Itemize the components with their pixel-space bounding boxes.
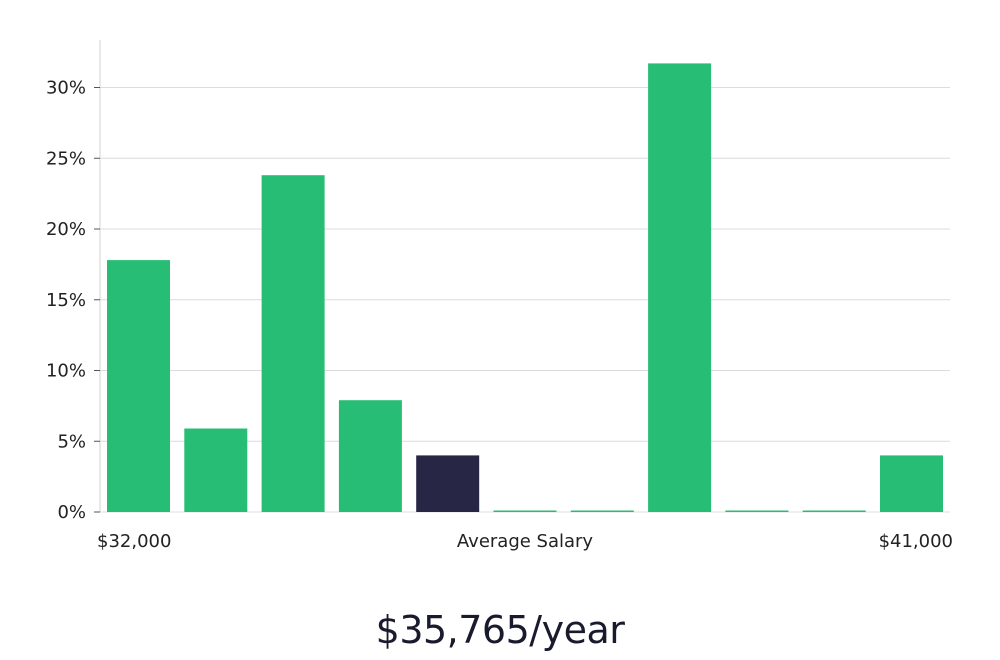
y-tick-label: 25% [46,148,86,169]
y-tick-label: 5% [57,431,86,452]
y-tick-label: 15% [46,290,86,311]
bar [338,400,402,512]
y-tick-label: 0% [57,502,86,523]
bar [184,428,248,512]
y-tick-label: 10% [46,361,86,382]
bar [802,510,866,512]
bar [493,510,557,512]
salary-distribution-chart: 0% 5% 10% 15% 20% 25% 30% $32,000 Average Sala… [46,40,953,552]
bar [570,510,634,512]
bars [107,63,943,513]
average-salary-value: $35,765/year [375,608,625,652]
bar [880,455,943,512]
y-tick-label: 30% [46,78,86,99]
bar [261,175,325,512]
bar [648,63,712,513]
x-start-label: $32,000 [97,531,171,552]
x-end-label: $41,000 [879,531,953,552]
bar-highlighted [416,455,480,512]
y-tick-label: 20% [46,219,86,240]
bar [107,260,170,512]
y-tick-labels: 0% 5% 10% 15% 20% 25% 30% [46,78,100,523]
x-axis-title: Average Salary [457,531,594,552]
bar [725,510,789,512]
